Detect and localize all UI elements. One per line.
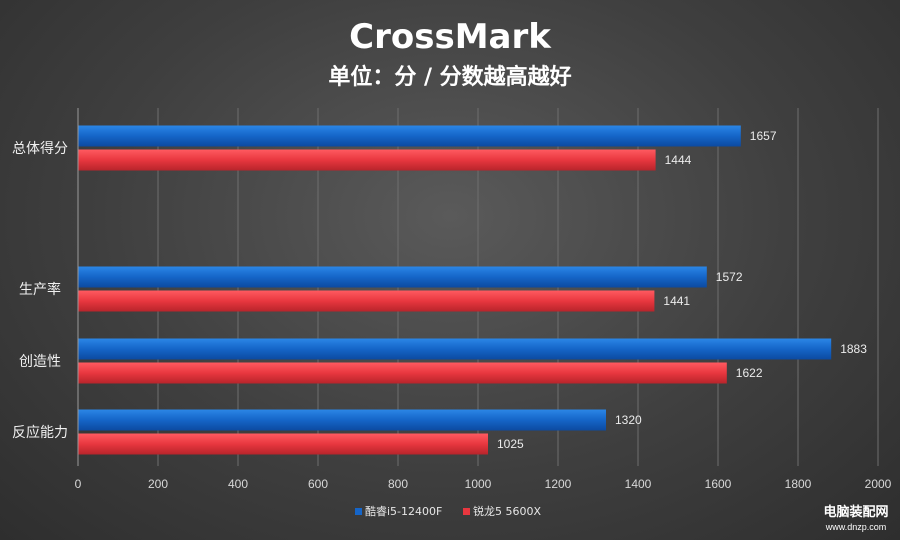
- bar-0-0: [78, 125, 741, 147]
- bar-0-1: [78, 266, 707, 288]
- value-label-0-0: 1657: [750, 129, 777, 143]
- legend: 酷睿i5-12400F 锐龙5 5600X: [355, 504, 541, 518]
- value-label-0-2: 1883: [840, 342, 867, 356]
- chart-title: CrossMark: [349, 17, 552, 57]
- x-tick-label-1000: 1000: [465, 477, 492, 491]
- watermark: 电脑装配网 www.dnzp.com: [823, 504, 888, 532]
- watermark-name: 电脑装配网: [823, 504, 888, 520]
- watermark-url: www.dnzp.com: [825, 522, 887, 532]
- x-tick-label-1800: 1800: [785, 477, 812, 491]
- axes: 0 200 400 600 800 1000 1200 1400 1600 1800 2000 总体得…: [12, 108, 892, 491]
- category-label-1: 生产率: [19, 281, 61, 298]
- legend-swatch-1: [463, 508, 470, 515]
- bar-1-3: [78, 433, 488, 455]
- bars: 1657 1444 1572 1441 1883 1622 1320 1025: [78, 125, 867, 455]
- legend-swatch-0: [355, 508, 362, 515]
- bar-1-1: [78, 290, 655, 312]
- value-label-0-3: 1320: [615, 413, 642, 427]
- bar-1-2: [78, 362, 727, 384]
- x-tick-label-1400: 1400: [625, 477, 652, 491]
- value-label-1-3: 1025: [497, 437, 524, 451]
- value-label-1-0: 1444: [665, 153, 692, 167]
- bar-1-0: [78, 149, 656, 171]
- x-tick-label-2000: 2000: [865, 477, 892, 491]
- legend-label-0: 酷睿i5-12400F: [365, 504, 442, 518]
- value-label-1-2: 1622: [736, 366, 763, 380]
- value-label-0-1: 1572: [716, 270, 743, 284]
- x-tick-label-1200: 1200: [545, 477, 572, 491]
- legend-label-1: 锐龙5 5600X: [473, 504, 541, 518]
- x-tick-label-600: 600: [308, 477, 328, 491]
- x-tick-label-800: 800: [388, 477, 408, 491]
- x-tick-label-0: 0: [75, 477, 82, 491]
- category-label-0: 总体得分: [12, 140, 68, 157]
- x-tick-label-1600: 1600: [705, 477, 732, 491]
- bar-0-2: [78, 338, 832, 360]
- x-tick-label-200: 200: [148, 477, 168, 491]
- bar-0-3: [78, 409, 606, 431]
- category-label-3: 反应能力: [12, 424, 68, 441]
- x-tick-label-400: 400: [228, 477, 248, 491]
- value-label-1-1: 1441: [663, 294, 690, 308]
- category-label-2: 创造性: [19, 354, 61, 370]
- chart-subtitle: 单位：分 / 分数越高越好: [328, 64, 571, 90]
